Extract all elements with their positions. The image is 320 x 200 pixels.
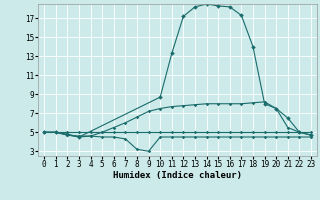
X-axis label: Humidex (Indice chaleur): Humidex (Indice chaleur) [113,171,242,180]
